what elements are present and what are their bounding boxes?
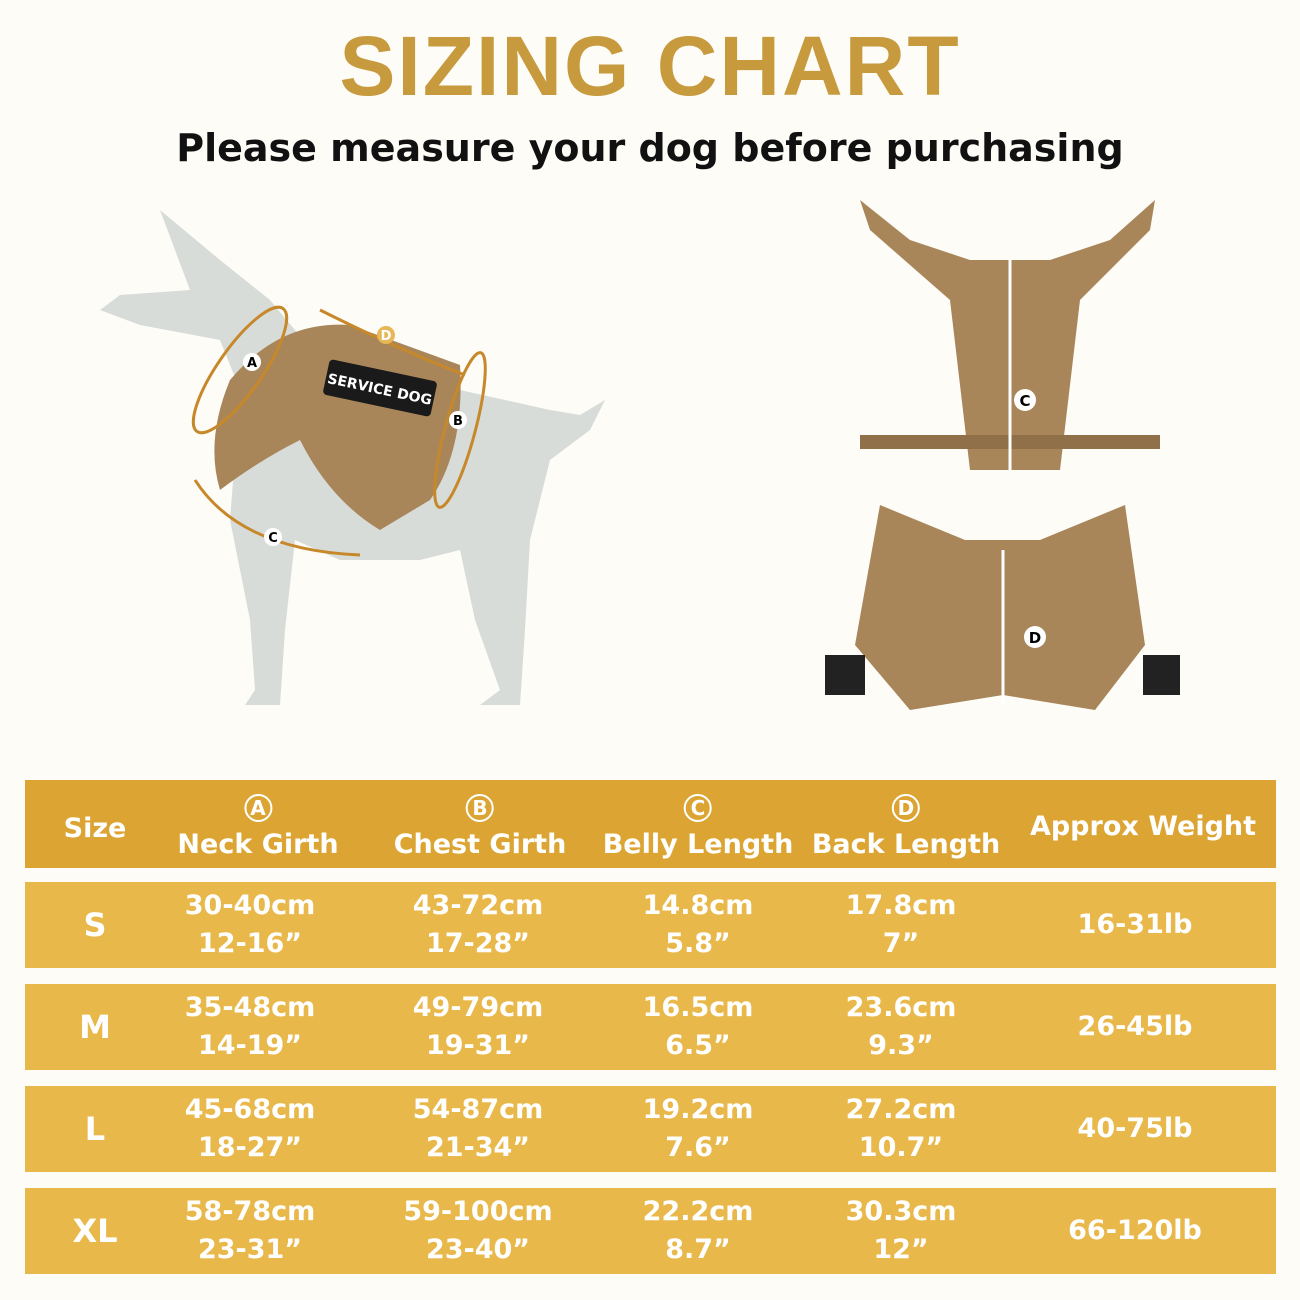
svg-text:D: D — [1029, 629, 1041, 647]
svg-text:B: B — [453, 414, 463, 429]
svg-text:A: A — [247, 356, 257, 371]
belly-length-cell: 14.8cm 5.8” — [642, 890, 754, 959]
neck-girth-cell: 35-48cm 14-19” — [184, 992, 316, 1061]
harness-back-illustration: D — [825, 505, 1180, 710]
size-cell: S — [83, 906, 107, 944]
dog-with-harness-illustration: SERVICE DOG A B C D — [100, 210, 605, 705]
belly-length-cell: 19.2cm 7.6” — [642, 1094, 754, 1163]
chest-girth-cell: 49-79cm 19-31” — [412, 992, 544, 1061]
neck-girth-cell: 58-78cm 23-31” — [184, 1196, 316, 1265]
back-length-cell: 23.6cm 9.3” — [845, 992, 957, 1061]
chest-girth-cell: 59-100cm 23-40” — [403, 1196, 553, 1265]
svg-text:D: D — [381, 329, 392, 344]
neck-girth-cell: 45-68cm 18-27” — [184, 1094, 316, 1163]
weight-cell: 16-31lb — [1077, 909, 1193, 940]
page-title: SIZING CHART — [339, 19, 961, 113]
table-header-row: Size A Neck Girth B Chest Girth C Belly Len… — [25, 780, 1276, 868]
weight-cell: 26-45lb — [1077, 1011, 1193, 1042]
back-length-cell: 17.8cm 7” — [845, 890, 957, 959]
header-approx-weight: Approx Weight — [1029, 811, 1257, 842]
table-row: M 35-48cm 14-19” 49-79cm 19-31” 16.5cm 6.5” 23.… — [25, 984, 1276, 1070]
back-length-cell: 27.2cm 10.7” — [845, 1094, 957, 1163]
neck-girth-cell: 30-40cm 12-16” — [184, 890, 316, 959]
header-size: Size — [63, 813, 127, 844]
svg-text:C: C — [1019, 392, 1030, 410]
belly-length-cell: 22.2cm 8.7” — [642, 1196, 754, 1265]
header-back-length: D Back Length — [811, 794, 1001, 860]
size-cell: M — [79, 1008, 111, 1046]
size-cell: L — [84, 1110, 106, 1148]
harness-front-illustration: C — [860, 200, 1160, 470]
svg-text:C: C — [268, 531, 278, 546]
chest-girth-cell: 43-72cm 17-28” — [412, 890, 544, 959]
header-chest-girth: B Chest Girth — [393, 794, 567, 860]
header-belly-length: C Belly Length — [602, 794, 794, 860]
chest-girth-cell: 54-87cm 21-34” — [412, 1094, 544, 1163]
service-dog-patch — [323, 359, 437, 417]
page-subtitle: Please measure your dog before purchasin… — [176, 126, 1124, 170]
table-row: S 30-40cm 12-16” 43-72cm 17-28” 14.8cm 5.8” 17.… — [25, 882, 1276, 968]
belly-length-cell: 16.5cm 6.5” — [642, 992, 754, 1061]
size-cell: XL — [72, 1212, 118, 1250]
table-row: L 45-68cm 18-27” 54-87cm 21-34” 19.2cm 7.6” 27.… — [25, 1086, 1276, 1172]
weight-cell: 66-120lb — [1068, 1215, 1202, 1246]
header-neck-girth: A Neck Girth — [177, 794, 339, 860]
back-length-cell: 30.3cm 12” — [845, 1196, 957, 1265]
table-row: XL 58-78cm 23-31” 59-100cm 23-40” 22.2cm 8.7” 3… — [25, 1188, 1276, 1274]
weight-cell: 40-75lb — [1077, 1113, 1193, 1144]
